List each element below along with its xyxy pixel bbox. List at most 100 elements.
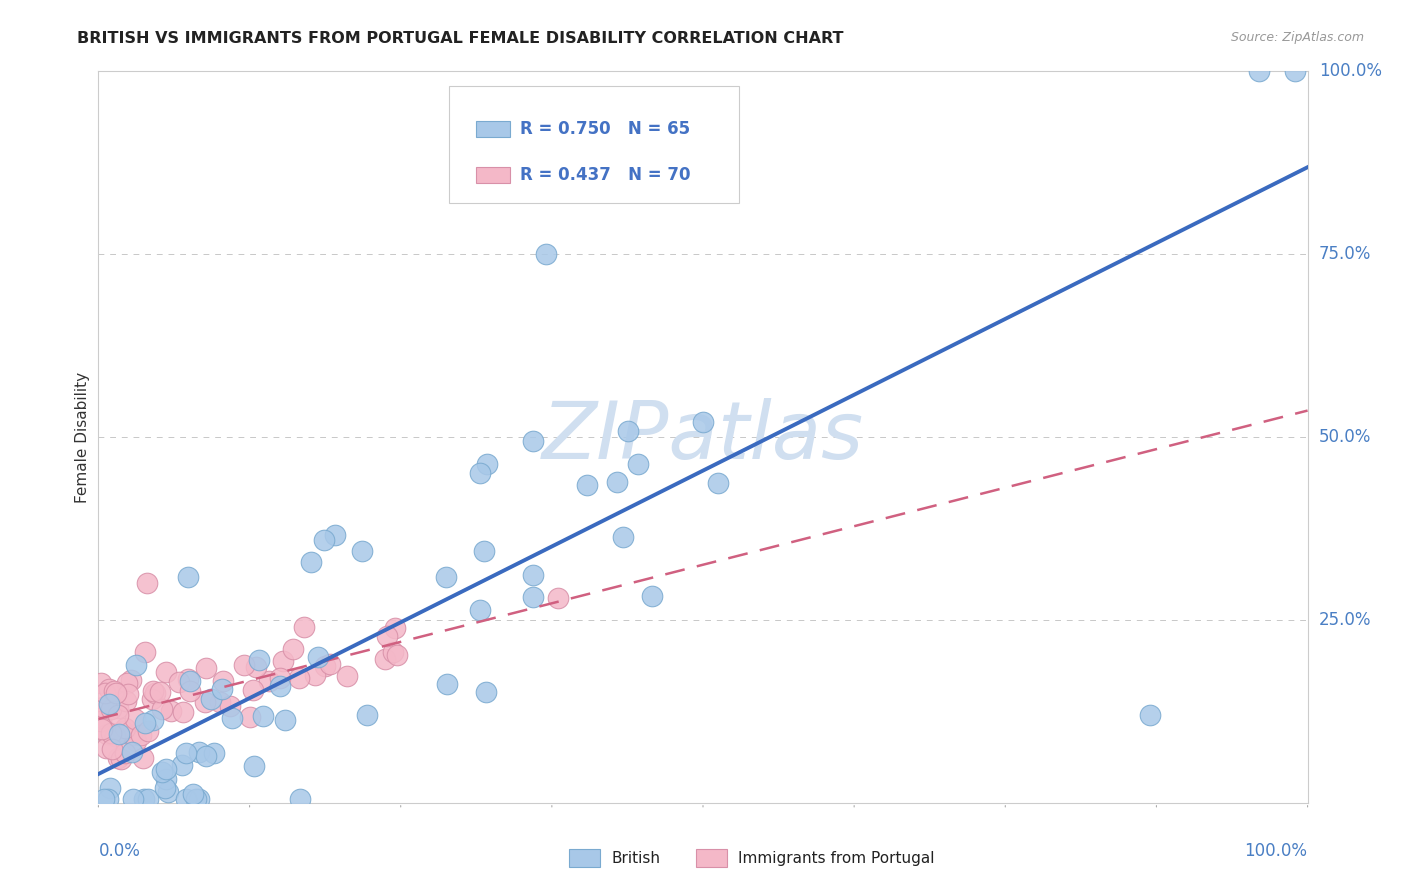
Point	[314, 533, 336, 547]
Point	[211, 682, 233, 697]
Point	[91, 700, 114, 714]
Point	[468, 603, 491, 617]
Point	[135, 576, 157, 591]
Point	[100, 701, 122, 715]
Point	[105, 686, 128, 700]
Point	[534, 247, 557, 261]
Point	[129, 728, 152, 742]
Point	[616, 425, 638, 439]
Point	[299, 555, 322, 569]
Point	[124, 712, 146, 726]
Point	[122, 792, 145, 806]
Y-axis label: Female Disability: Female Disability	[75, 371, 90, 503]
Point	[90, 714, 112, 728]
Text: BRITISH VS IMMIGRANTS FROM PORTUGAL FEMALE DISABILITY CORRELATION CHART: BRITISH VS IMMIGRANTS FROM PORTUGAL FEMA…	[77, 31, 844, 46]
Point	[90, 711, 112, 725]
Point	[174, 747, 197, 761]
Point	[100, 726, 122, 740]
Point	[307, 650, 329, 665]
Point	[323, 528, 346, 542]
Point	[179, 684, 201, 698]
Point	[141, 691, 163, 706]
Text: 100.0%: 100.0%	[1319, 62, 1382, 80]
Point	[155, 762, 177, 776]
Text: R = 0.437   N = 70: R = 0.437 N = 70	[520, 166, 690, 185]
Point	[692, 416, 714, 430]
Point	[605, 475, 627, 489]
Point	[233, 658, 256, 673]
Point	[104, 729, 127, 743]
Point	[269, 679, 291, 693]
Point	[149, 685, 172, 699]
Point	[194, 661, 217, 675]
Point	[239, 710, 262, 724]
Point	[98, 697, 121, 711]
Bar	[475, 121, 510, 137]
Point	[319, 657, 342, 671]
Point	[202, 746, 225, 760]
Point	[98, 781, 121, 796]
Point	[243, 758, 266, 772]
Point	[114, 746, 136, 760]
Point	[121, 745, 143, 759]
Point	[194, 748, 217, 763]
Point	[252, 708, 274, 723]
Point	[188, 792, 211, 806]
Point	[134, 716, 156, 731]
Point	[627, 457, 650, 471]
Point	[274, 713, 297, 727]
Point	[186, 792, 208, 806]
Point	[115, 694, 138, 708]
Point	[155, 772, 177, 786]
Point	[247, 653, 270, 667]
Text: British: British	[612, 851, 661, 865]
Point	[475, 685, 498, 699]
Text: ZIPatlas: ZIPatlas	[541, 398, 865, 476]
Point	[108, 727, 131, 741]
Point	[96, 727, 118, 741]
Point	[356, 708, 378, 723]
Text: 100.0%: 100.0%	[1244, 842, 1308, 860]
Point	[314, 659, 336, 673]
Point	[150, 765, 173, 780]
Point	[271, 654, 294, 668]
Point	[472, 544, 495, 558]
Point	[384, 621, 406, 635]
Point	[107, 701, 129, 715]
Point	[155, 665, 177, 679]
Point	[103, 684, 125, 698]
Point	[242, 683, 264, 698]
Point	[120, 673, 142, 688]
Point	[107, 751, 129, 765]
Point	[212, 673, 235, 688]
Point	[132, 792, 155, 806]
Point	[124, 734, 146, 748]
Point	[641, 589, 664, 603]
Point	[132, 751, 155, 765]
Point	[159, 704, 181, 718]
Point	[470, 466, 492, 480]
Text: 50.0%: 50.0%	[1319, 428, 1371, 446]
Point	[292, 620, 315, 634]
Point	[142, 684, 165, 698]
Point	[245, 660, 267, 674]
Point	[281, 641, 304, 656]
Point	[179, 673, 201, 688]
Point	[374, 652, 396, 666]
Point	[110, 752, 132, 766]
Bar	[475, 167, 510, 183]
Point	[176, 672, 198, 686]
Point	[115, 676, 138, 690]
Point	[107, 708, 129, 723]
Point	[94, 686, 117, 700]
Point	[121, 728, 143, 742]
Point	[436, 570, 458, 584]
Point	[153, 780, 176, 795]
Point	[612, 530, 634, 544]
Point	[436, 676, 458, 690]
Point	[97, 792, 120, 806]
Point	[194, 695, 217, 709]
Point	[134, 645, 156, 659]
Point	[174, 792, 197, 806]
Point	[257, 674, 280, 689]
